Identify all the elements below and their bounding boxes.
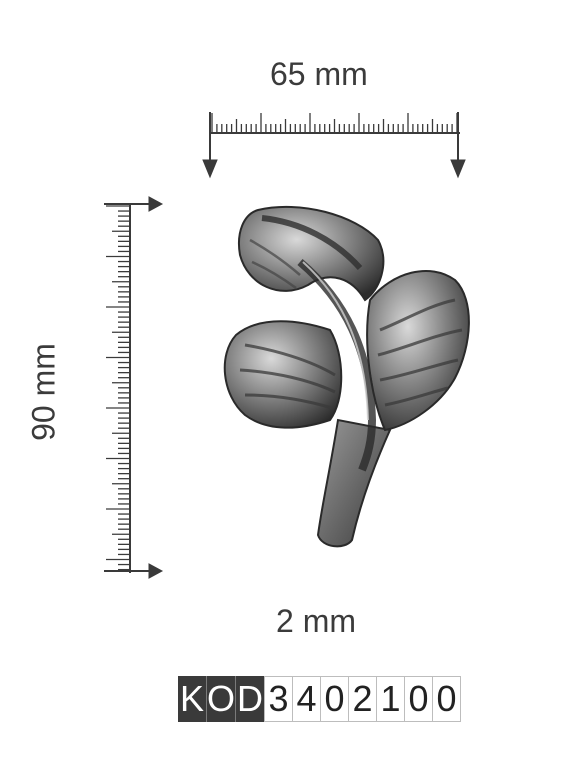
code-digit: 0: [320, 676, 349, 722]
height-ruler: [104, 196, 164, 579]
code-digit: 1: [376, 676, 405, 722]
arrow-right-top-icon: [148, 196, 164, 212]
thickness-dimension-label: 2 mm: [276, 603, 356, 639]
product-code: K O D 3 4 0 2 1 0 0: [178, 676, 461, 722]
arrow-down-right-icon: [450, 159, 466, 179]
arrow-right-bottom-icon: [148, 563, 164, 579]
arrow-down-left-icon: [202, 159, 218, 179]
height-dimension-label: 90 mm: [25, 343, 62, 441]
code-digit: 4: [292, 676, 321, 722]
width-ruler: [202, 112, 466, 179]
code-prefix-char: D: [236, 676, 265, 722]
code-digit: 2: [348, 676, 377, 722]
code-digit: 3: [264, 676, 293, 722]
code-digit: 0: [404, 676, 433, 722]
code-prefix-char: O: [207, 676, 236, 722]
leaf-ornament-image: [223, 205, 470, 548]
code-digit: 0: [432, 676, 461, 722]
width-dimension-label: 65 mm: [270, 56, 368, 92]
code-prefix-char: K: [178, 676, 207, 722]
